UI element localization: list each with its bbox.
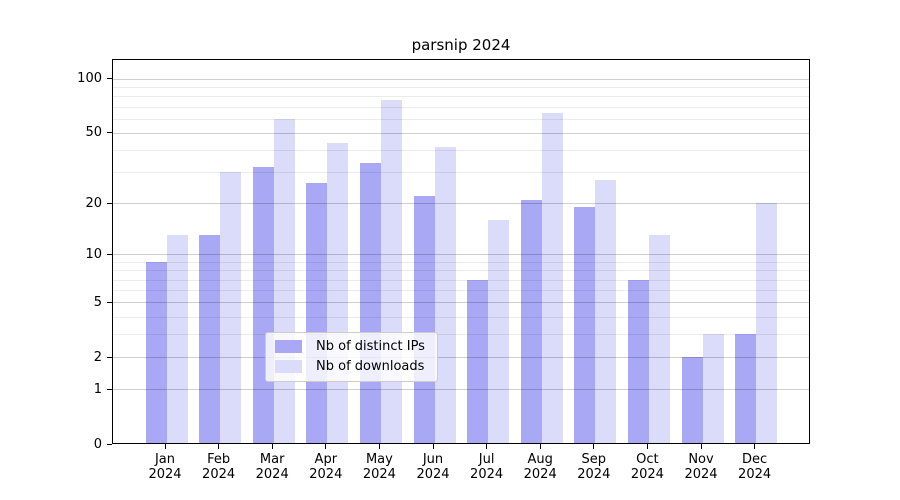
legend-label-distinct-ips: Nb of distinct IPs [316,339,425,354]
x-tick-year: 2024 [148,467,182,483]
x-tick-mark [539,444,541,449]
gridline-minor [113,106,809,108]
x-tick-label-apr: Apr 2024 [298,452,354,483]
x-tick-year: 2024 [684,467,718,483]
x-tick-mark [646,444,648,449]
x-tick-label-sep: Sep 2024 [566,452,622,483]
x-tick-label-jan: Jan 2024 [137,452,193,483]
bar-downloads-nov [702,334,724,443]
y-tick-label: 100 [77,71,102,87]
bar-downloads-jul [488,219,510,443]
bar-ips-jan [145,261,167,443]
x-tick-label-jul: Jul 2024 [459,452,515,483]
x-tick-mark [164,444,166,449]
bar-downloads-jan [166,235,188,443]
bar-ips-feb [199,235,221,443]
legend: Nb of distinct IPs Nb of downloads [265,332,438,382]
bar-ips-jul [467,279,489,443]
x-tick-mark [754,444,756,449]
x-tick-mark [218,444,220,449]
x-tick-mark [593,444,595,449]
bar-ips-mar [252,167,274,443]
y-tick-label: 2 [93,349,102,365]
x-tick-label-oct: Oct 2024 [619,452,675,483]
y-tick-mark [107,78,112,80]
bar-downloads-aug [541,112,563,443]
y-tick-mark [107,443,112,445]
y-tick-label: 5 [93,294,102,310]
y-tick-label: 1 [93,381,102,397]
gridline-major [113,78,809,80]
x-tick-year: 2024 [309,467,343,483]
x-tick-year: 2024 [255,467,289,483]
bar-ips-dec [735,334,757,443]
x-tick-year: 2024 [202,467,236,483]
x-tick-year: 2024 [630,467,664,483]
legend-label-downloads: Nb of downloads [316,359,425,374]
x-tick-mark [325,444,327,449]
y-tick-label: 0 [93,436,102,452]
x-tick-year: 2024 [577,467,611,483]
y-tick-mark [107,388,112,390]
plot-area [112,59,810,444]
y-tick-mark [107,301,112,303]
legend-item-distinct-ips: Nb of distinct IPs [275,339,425,354]
bar-downloads-apr [327,142,349,443]
x-tick-mark [432,444,434,449]
gridline-minor [113,96,809,98]
bar-downloads-may [380,100,402,443]
bar-ips-nov [681,357,703,443]
x-tick-year: 2024 [523,467,557,483]
gridline-minor [113,118,809,120]
y-tick-mark [107,356,112,358]
y-tick-mark [107,253,112,255]
bar-downloads-mar [273,118,295,443]
bar-ips-oct [627,279,649,443]
x-tick-label-nov: Nov 2024 [673,452,729,483]
bar-downloads-oct [648,235,670,443]
gridline-minor [113,150,809,152]
y-tick-mark [107,132,112,134]
chart-title: parsnip 2024 [411,36,511,54]
bar-ips-apr [306,183,328,443]
gridline-major [113,203,809,205]
x-tick-label-jun: Jun 2024 [405,452,461,483]
bar-downloads-sep [595,180,617,443]
x-tick-label-feb: Feb 2024 [191,452,247,483]
y-tick-label: 10 [85,246,102,262]
bar-ips-aug [520,199,542,443]
x-tick-label-dec: Dec 2024 [727,452,783,483]
x-tick-year: 2024 [470,467,504,483]
gridline-major [113,132,809,134]
bar-ips-may [359,162,381,443]
bar-downloads-feb [220,172,242,443]
x-tick-mark [271,444,273,449]
legend-swatch-distinct-ips [275,340,302,353]
legend-swatch-downloads [275,360,302,373]
gridline-minor [113,172,809,174]
y-tick-label: 20 [85,195,102,211]
x-tick-year: 2024 [362,467,396,483]
x-tick-label-aug: Aug 2024 [512,452,568,483]
y-tick-mark [107,202,112,204]
bar-downloads-jun [434,146,456,443]
legend-item-downloads: Nb of downloads [275,359,425,374]
bar-ips-jun [413,195,435,443]
bar-downloads-dec [756,203,778,443]
bar-ips-sep [574,207,596,443]
x-tick-year: 2024 [416,467,450,483]
x-tick-mark [700,444,702,449]
x-tick-mark [486,444,488,449]
x-tick-year: 2024 [738,467,772,483]
x-tick-label-may: May 2024 [351,452,407,483]
x-tick-label-mar: Mar 2024 [244,452,300,483]
gridline-minor [113,87,809,89]
x-tick-mark [378,444,380,449]
y-tick-label: 50 [85,125,102,141]
